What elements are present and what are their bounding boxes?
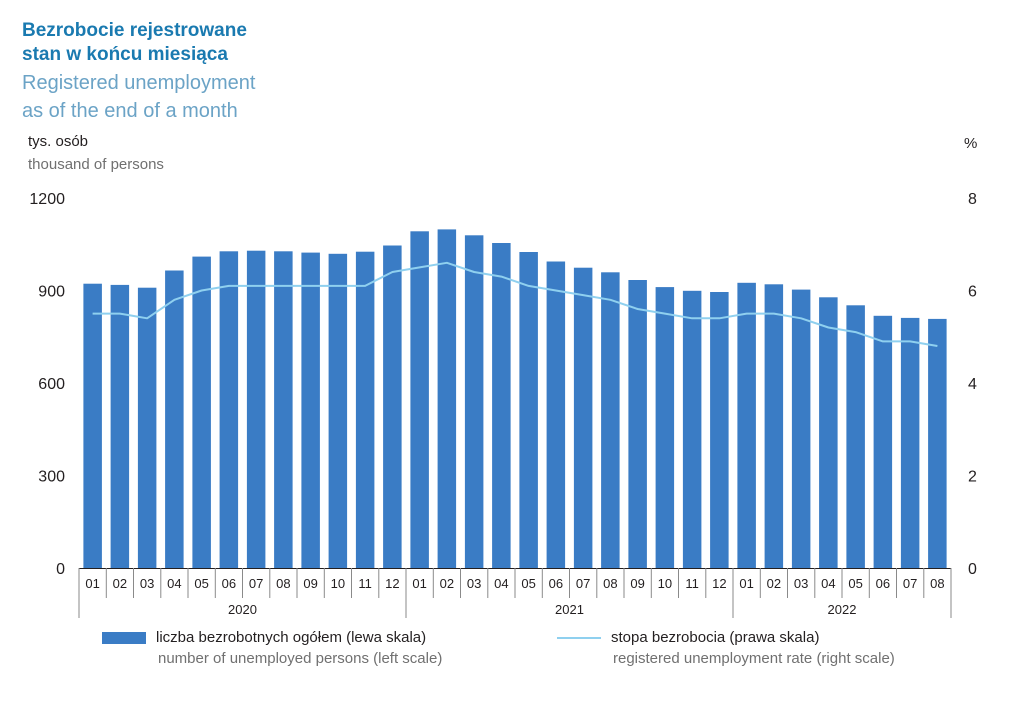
bar-21 xyxy=(655,287,675,568)
bar-19 xyxy=(601,272,620,568)
year-label-2: 2022 xyxy=(828,602,857,617)
month-label-16: 05 xyxy=(521,576,535,591)
bar-27 xyxy=(819,297,838,568)
year-label-0: 2020 xyxy=(228,602,257,617)
bar-24 xyxy=(737,282,756,568)
bar-2 xyxy=(137,287,157,568)
right-tick-3: 6 xyxy=(968,284,977,301)
month-label-7: 08 xyxy=(276,576,290,591)
month-label-1: 02 xyxy=(113,576,127,591)
month-label-13: 02 xyxy=(440,576,454,591)
month-label-20: 09 xyxy=(630,576,644,591)
month-label-25: 02 xyxy=(767,576,781,591)
title-pl-line1: Bezrobocie rejestrowane xyxy=(22,20,247,41)
bar-9 xyxy=(328,253,348,569)
unemployment-rate-line xyxy=(92,261,938,347)
bar-31 xyxy=(928,318,947,568)
legend-line: stopa bezrobocia (prawa skala) registere… xyxy=(557,629,895,667)
labels-group: 01 02 03 04 05 06 07 08 09 10 11 12 01 02 03 04 05 06 07 08… xyxy=(29,191,977,617)
month-label-22: 11 xyxy=(685,576,699,591)
month-label-2: 03 xyxy=(140,576,154,591)
month-label-6: 07 xyxy=(249,576,263,591)
month-label-28: 05 xyxy=(848,576,862,591)
legend-line-label-en: registered unemployment rate (right scal… xyxy=(613,650,895,667)
bar-13 xyxy=(437,229,457,568)
month-label-19: 08 xyxy=(603,576,617,591)
month-label-12: 01 xyxy=(412,576,426,591)
left-axis-unit-en: thousand of persons xyxy=(28,156,164,173)
month-label-3: 04 xyxy=(167,576,181,591)
month-label-24: 01 xyxy=(739,576,753,591)
right-tick-4: 8 xyxy=(968,191,977,208)
bar-8 xyxy=(301,252,320,568)
bar-18 xyxy=(573,267,593,568)
month-label-10: 11 xyxy=(358,576,372,591)
bar-23 xyxy=(710,292,729,568)
month-label-18: 07 xyxy=(576,576,590,591)
axes-group xyxy=(78,568,952,618)
month-label-29: 06 xyxy=(876,576,890,591)
bar-5 xyxy=(219,251,239,569)
bar-0 xyxy=(83,283,102,568)
bar-25 xyxy=(764,284,784,568)
bars-group xyxy=(83,229,947,569)
bar-15 xyxy=(492,243,511,568)
bar-3 xyxy=(165,270,184,568)
bar-12 xyxy=(410,231,429,569)
title-en-line1: Registered unemployment xyxy=(22,72,256,94)
bar-10 xyxy=(355,251,375,568)
month-label-30: 07 xyxy=(903,576,917,591)
left-tick-0: 0 xyxy=(56,561,65,578)
bar-29 xyxy=(873,315,893,568)
bar-26 xyxy=(791,289,811,568)
month-label-21: 10 xyxy=(658,576,672,591)
title-en-line2: as of the end of a month xyxy=(22,100,238,122)
legend-bars-label-pl: liczba bezrobotnych ogółem (lewa skala) xyxy=(156,629,427,646)
month-label-11: 12 xyxy=(385,576,399,591)
right-tick-2: 4 xyxy=(968,376,977,393)
bar-7 xyxy=(274,251,293,569)
legend-bars-swatch xyxy=(102,632,146,645)
month-label-26: 03 xyxy=(794,576,808,591)
right-tick-0: 0 xyxy=(968,561,977,578)
year-label-1: 2021 xyxy=(555,602,584,617)
month-label-17: 06 xyxy=(549,576,563,591)
right-tick-1: 2 xyxy=(968,469,977,486)
month-label-0: 01 xyxy=(85,576,99,591)
month-label-23: 12 xyxy=(712,576,726,591)
left-axis-unit-pl: tys. osób xyxy=(28,133,89,150)
month-label-9: 10 xyxy=(331,576,345,591)
left-tick-1: 300 xyxy=(38,469,65,486)
month-label-14: 03 xyxy=(467,576,481,591)
month-label-4: 05 xyxy=(194,576,208,591)
month-label-8: 09 xyxy=(303,576,317,591)
bar-20 xyxy=(628,280,647,568)
legend-bars-label-en: number of unemployed persons (left scale… xyxy=(158,650,443,667)
bar-30 xyxy=(900,317,920,568)
title-pl-line2: stan w końcu miesiąca xyxy=(22,44,228,65)
month-label-27: 04 xyxy=(821,576,835,591)
left-tick-4: 1200 xyxy=(29,191,65,208)
right-axis-unit: % xyxy=(964,135,978,152)
legend-bars: liczba bezrobotnych ogółem (lewa skala) … xyxy=(102,629,442,667)
bar-1 xyxy=(110,284,130,568)
bar-14 xyxy=(464,235,484,569)
bar-6 xyxy=(246,250,266,568)
month-label-5: 06 xyxy=(222,576,236,591)
bar-22 xyxy=(682,290,702,568)
bar-16 xyxy=(519,252,538,568)
bar-28 xyxy=(846,305,865,568)
left-tick-3: 900 xyxy=(38,284,65,301)
line-group xyxy=(92,261,938,347)
bar-17 xyxy=(546,261,566,568)
legend-line-swatch xyxy=(557,637,601,640)
left-tick-2: 600 xyxy=(38,376,65,393)
bar-11 xyxy=(383,245,402,568)
bar-4 xyxy=(192,256,211,568)
month-label-15: 04 xyxy=(494,576,508,591)
month-label-31: 08 xyxy=(930,576,944,591)
legend-line-label-pl: stopa bezrobocia (prawa skala) xyxy=(611,629,820,646)
